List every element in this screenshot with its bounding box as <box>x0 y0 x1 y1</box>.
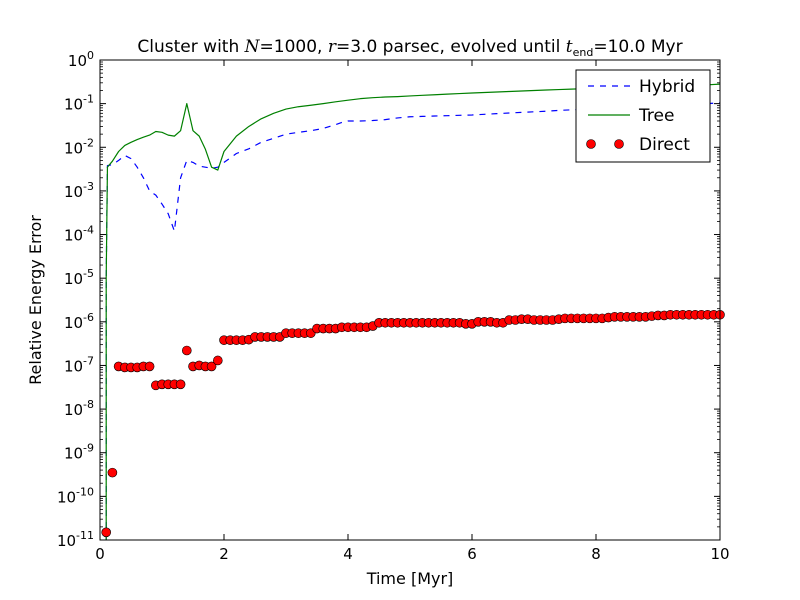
y-tick-label: 10-8 <box>64 398 94 419</box>
y-tick-label: 10-10 <box>57 485 94 506</box>
y-tick-label: 10-11 <box>57 529 94 550</box>
y-tick-label: 10-3 <box>64 180 94 201</box>
x-tick-label: 4 <box>343 545 353 563</box>
direct-point <box>144 361 155 372</box>
y-tick-label: 10-6 <box>64 311 94 332</box>
x-tick-label: 10 <box>710 545 729 563</box>
legend-label-tree: Tree <box>638 106 674 126</box>
direct-point <box>175 379 186 390</box>
x-tick-label: 2 <box>219 545 229 563</box>
y-tick-label: 10-9 <box>64 442 94 463</box>
legend-swatch-direct-1 <box>586 139 596 149</box>
direct-point <box>182 345 192 356</box>
direct-point <box>213 355 223 366</box>
y-tick-label: 100 <box>68 49 94 70</box>
x-tick-label: 6 <box>467 545 477 563</box>
y-tick-label: 10-7 <box>64 354 94 375</box>
plot-frame <box>99 59 721 541</box>
y-axis-label: Relative Energy Error <box>26 215 45 385</box>
y-tick-label: 10-5 <box>64 267 94 288</box>
x-axis-label: Time [Myr] <box>366 569 454 588</box>
y-tick-label: 10-1 <box>64 93 94 114</box>
marker-layer <box>101 309 725 538</box>
x-tick-label: 8 <box>591 545 601 563</box>
y-tick-label: 10-4 <box>64 224 94 245</box>
legend-label-direct: Direct <box>639 135 690 155</box>
legend-box <box>575 69 711 163</box>
direct-point <box>101 527 111 538</box>
tick-layer: 0 2 4 6 8 10 100 10-1 10-2 10-3 10-4 10-5 10-6 10-7 10… <box>57 49 730 563</box>
direct-point <box>206 361 217 372</box>
legend-swatch-direct-2 <box>614 139 624 149</box>
legend: Hybrid Tree Direct <box>575 69 711 163</box>
x-tick-label: 0 <box>95 545 105 563</box>
legend-label-hybrid: Hybrid <box>639 77 695 97</box>
direct-point <box>107 467 118 478</box>
y-tick-label: 10-2 <box>64 136 94 157</box>
chart-title: Cluster with N=1000, r=3.0 parsec, evolv… <box>137 37 682 59</box>
